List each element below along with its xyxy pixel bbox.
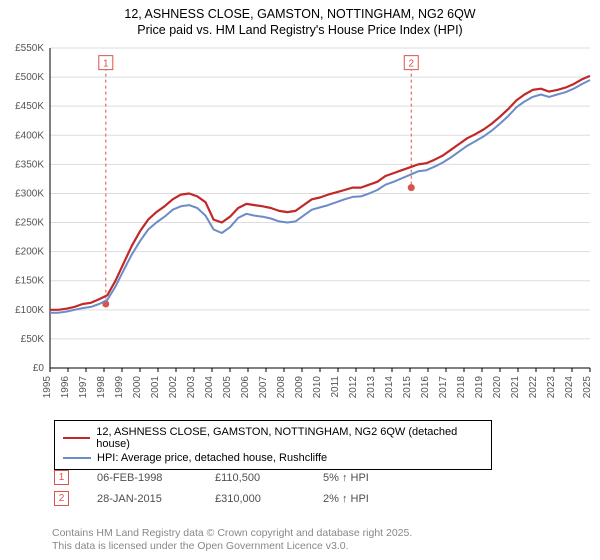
legend-item-price: 12, ASHNESS CLOSE, GAMSTON, NOTTINGHAM, … xyxy=(63,425,483,451)
svg-text:2015: 2015 xyxy=(402,376,413,399)
svg-text:£550K: £550K xyxy=(15,43,44,54)
transaction-date: 28-JAN-2015 xyxy=(97,493,187,505)
svg-text:2009: 2009 xyxy=(294,376,305,399)
svg-text:2014: 2014 xyxy=(384,376,395,399)
svg-text:2: 2 xyxy=(408,59,414,70)
svg-text:2024: 2024 xyxy=(564,376,575,399)
transaction-pct: 2% ↑ HPI xyxy=(323,493,403,505)
legend-label-price: 12, ASHNESS CLOSE, GAMSTON, NOTTINGHAM, … xyxy=(96,426,483,450)
transaction-price: £110,500 xyxy=(215,472,295,484)
svg-text:2008: 2008 xyxy=(276,376,287,399)
svg-text:£150K: £150K xyxy=(15,276,44,287)
svg-text:2002: 2002 xyxy=(168,376,179,399)
svg-text:1: 1 xyxy=(103,59,109,70)
chart-title: 12, ASHNESS CLOSE, GAMSTON, NOTTINGHAM, … xyxy=(0,0,600,39)
footer-line-2: This data is licensed under the Open Gov… xyxy=(52,540,412,554)
svg-text:2011: 2011 xyxy=(330,376,341,398)
svg-text:2016: 2016 xyxy=(420,376,431,399)
svg-text:2013: 2013 xyxy=(366,376,377,399)
transaction-row: 2 28-JAN-2015 £310,000 2% ↑ HPI xyxy=(54,491,403,506)
transaction-pct: 5% ↑ HPI xyxy=(323,472,403,484)
svg-text:2010: 2010 xyxy=(312,376,323,399)
svg-text:2017: 2017 xyxy=(438,376,449,399)
svg-text:2018: 2018 xyxy=(456,376,467,399)
svg-text:£100K: £100K xyxy=(15,305,44,316)
svg-text:2021: 2021 xyxy=(510,376,521,399)
legend-swatch-price xyxy=(63,437,90,439)
transaction-row: 1 06-FEB-1998 £110,500 5% ↑ HPI xyxy=(54,470,403,485)
svg-text:£50K: £50K xyxy=(21,334,45,345)
title-line-1: 12, ASHNESS CLOSE, GAMSTON, NOTTINGHAM, … xyxy=(0,6,600,22)
svg-text:£350K: £350K xyxy=(15,159,44,170)
footer: Contains HM Land Registry data © Crown c… xyxy=(52,527,412,554)
svg-text:1999: 1999 xyxy=(114,376,125,399)
svg-text:2012: 2012 xyxy=(348,376,359,399)
svg-text:2001: 2001 xyxy=(150,376,161,399)
svg-text:2025: 2025 xyxy=(582,376,593,399)
svg-text:2000: 2000 xyxy=(132,376,143,399)
svg-text:2004: 2004 xyxy=(204,376,215,399)
svg-text:£450K: £450K xyxy=(15,101,44,112)
page: 12, ASHNESS CLOSE, GAMSTON, NOTTINGHAM, … xyxy=(0,0,600,560)
svg-text:2006: 2006 xyxy=(240,376,251,399)
svg-text:£500K: £500K xyxy=(15,72,44,83)
marker-badge-1: 1 xyxy=(54,470,69,485)
transaction-table: 1 06-FEB-1998 £110,500 5% ↑ HPI 2 28-JAN… xyxy=(54,470,403,512)
marker-badge-2: 2 xyxy=(54,491,69,506)
svg-text:£0: £0 xyxy=(33,363,45,374)
svg-text:2020: 2020 xyxy=(492,376,503,399)
svg-text:1997: 1997 xyxy=(78,376,89,399)
svg-text:2022: 2022 xyxy=(528,376,539,399)
svg-text:2007: 2007 xyxy=(258,376,269,399)
svg-text:2003: 2003 xyxy=(186,376,197,399)
svg-text:1996: 1996 xyxy=(60,376,71,399)
svg-text:£400K: £400K xyxy=(15,130,44,141)
transaction-price: £310,000 xyxy=(215,493,295,505)
footer-line-1: Contains HM Land Registry data © Crown c… xyxy=(52,527,412,541)
svg-text:2019: 2019 xyxy=(474,376,485,399)
svg-text:2005: 2005 xyxy=(222,376,233,399)
chart-svg: £0 £50K £100K £150K £200K £250K £300K £350K £400… xyxy=(0,42,600,412)
svg-text:2023: 2023 xyxy=(546,376,557,399)
title-line-2: Price paid vs. HM Land Registry's House … xyxy=(0,22,600,38)
svg-text:1995: 1995 xyxy=(42,376,53,399)
legend-label-hpi: HPI: Average price, detached house, Rush… xyxy=(97,452,327,464)
chart: £0 £50K £100K £150K £200K £250K £300K £350K £400… xyxy=(0,42,600,412)
legend-item-hpi: HPI: Average price, detached house, Rush… xyxy=(63,451,483,465)
svg-text:£200K: £200K xyxy=(15,247,44,258)
legend: 12, ASHNESS CLOSE, GAMSTON, NOTTINGHAM, … xyxy=(54,420,492,470)
svg-text:£250K: £250K xyxy=(15,218,44,229)
svg-text:£300K: £300K xyxy=(15,188,44,199)
svg-text:1998: 1998 xyxy=(96,376,107,399)
transaction-date: 06-FEB-1998 xyxy=(97,472,187,484)
legend-swatch-hpi xyxy=(63,457,91,459)
